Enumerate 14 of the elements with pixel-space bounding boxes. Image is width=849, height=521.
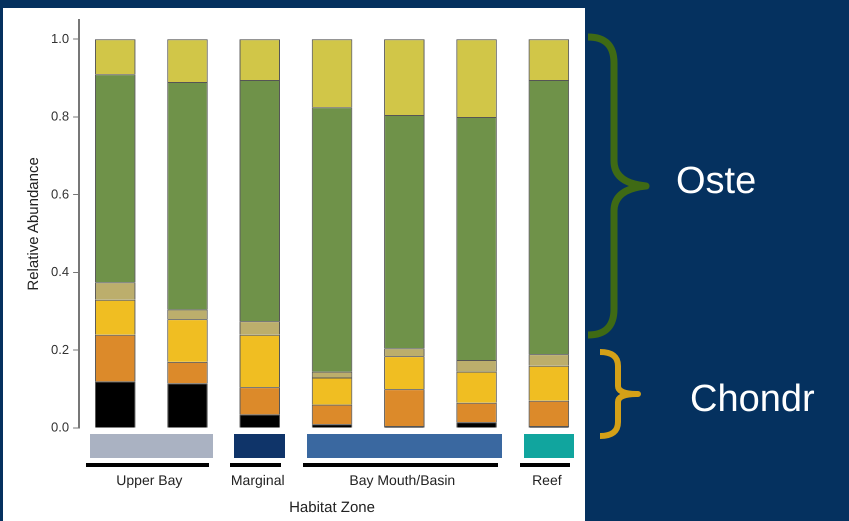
- text: Upper Bay: [116, 472, 182, 488]
- y-tick-label: 0.0: [50, 420, 70, 435]
- y-tick-label: 0.8: [50, 108, 70, 124]
- y-tick-label: 0.4: [50, 264, 70, 280]
- y-axis-title: Relative Abundance: [25, 157, 42, 291]
- y-tick-label: 0.2: [50, 342, 70, 357]
- text: Chondr: [690, 378, 815, 421]
- text: Marginal: [230, 472, 285, 488]
- y-tick-label: 0.6: [50, 186, 70, 202]
- y-tick-label: 1.0: [50, 30, 70, 46]
- text: Reef: [532, 472, 562, 488]
- text: Bay Mouth/Basin: [349, 472, 456, 488]
- x-axis-title: Habitat Zone: [289, 499, 375, 516]
- text: Oste: [676, 160, 756, 203]
